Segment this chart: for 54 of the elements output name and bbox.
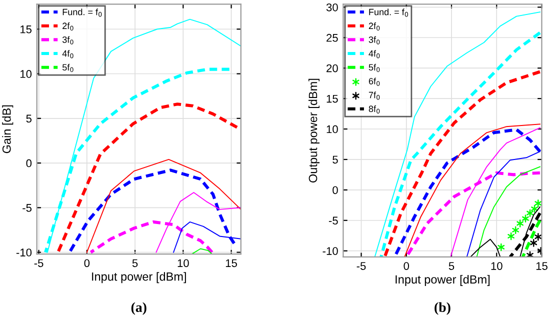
y-tick-label: -10 [16, 248, 32, 256]
x-axis-title: Input power [dBm] [92, 272, 186, 284]
x-tick-label: 10 [491, 262, 502, 270]
legend-label: 4f$_{0}$ [62, 50, 74, 58]
x-tick-label: 10 [178, 259, 189, 268]
legend-label: 5f$_{0}$ [368, 64, 380, 72]
legend-label: 4f$_{0}$ [368, 50, 380, 58]
point [522, 214, 529, 222]
point [512, 226, 520, 234]
x-tick-label: 0 [404, 262, 410, 270]
y-tick-label: 0 [26, 159, 32, 168]
y-tick-label: 30 [326, 3, 338, 12]
point [526, 251, 534, 257]
y-tick-label: 20 [326, 64, 338, 72]
point [534, 199, 542, 208]
point [508, 232, 515, 240]
y-tick-label: 25 [326, 34, 338, 42]
x-tick-label: -5 [356, 262, 366, 270]
x-tick-label: 0 [84, 259, 90, 268]
y-tick-label: -5 [328, 216, 338, 225]
legend-label: Fund. = f$_{0}$ [369, 8, 408, 17]
legend-label: Fund. = f$_{0}$ [62, 8, 102, 17]
x-tick-label: 15 [226, 259, 237, 268]
legend-label: 2f$_{0}$ [368, 22, 380, 31]
point [534, 232, 542, 241]
legend-label: 7f$_{0}$ [368, 92, 380, 100]
y-tick-label: -10 [322, 247, 338, 255]
y-tick-label: 10 [326, 125, 338, 134]
point [516, 220, 524, 228]
legend-label: 6f$_{0}$ [368, 78, 380, 86]
y-tick-label: 15 [20, 26, 32, 34]
y-axis-title: Output power [dBm] [308, 78, 320, 182]
legend-label: 3f$_{0}$ [62, 36, 74, 44]
y-tick-label: -5 [22, 204, 32, 212]
x-tick-label: 15 [536, 262, 548, 270]
x-tick-label: 5 [448, 262, 454, 270]
point [530, 239, 538, 247]
x-axis-title: Input power [dBm] [396, 274, 490, 286]
legend-label: 2f$_{0}$ [62, 22, 74, 31]
y-tick-label: 5 [26, 114, 32, 123]
x-tick-label: -5 [34, 259, 44, 268]
point [498, 243, 505, 252]
y-tick-label: 0 [332, 186, 338, 194]
y-tick-label: 15 [326, 94, 338, 103]
x-tick-label: 5 [132, 259, 138, 268]
legend-label: 8f$_{0}$ [368, 105, 380, 114]
text: (a) [131, 302, 146, 315]
text: (b) [434, 302, 450, 315]
point [526, 209, 534, 217]
legend-label: 5f$_{0}$ [62, 64, 74, 72]
y-tick-label: 5 [332, 156, 338, 164]
legend-label: 3f$_{0}$ [368, 36, 380, 44]
y-tick-label: 10 [20, 70, 32, 78]
y-axis-title: Gain [dB] [2, 105, 14, 154]
